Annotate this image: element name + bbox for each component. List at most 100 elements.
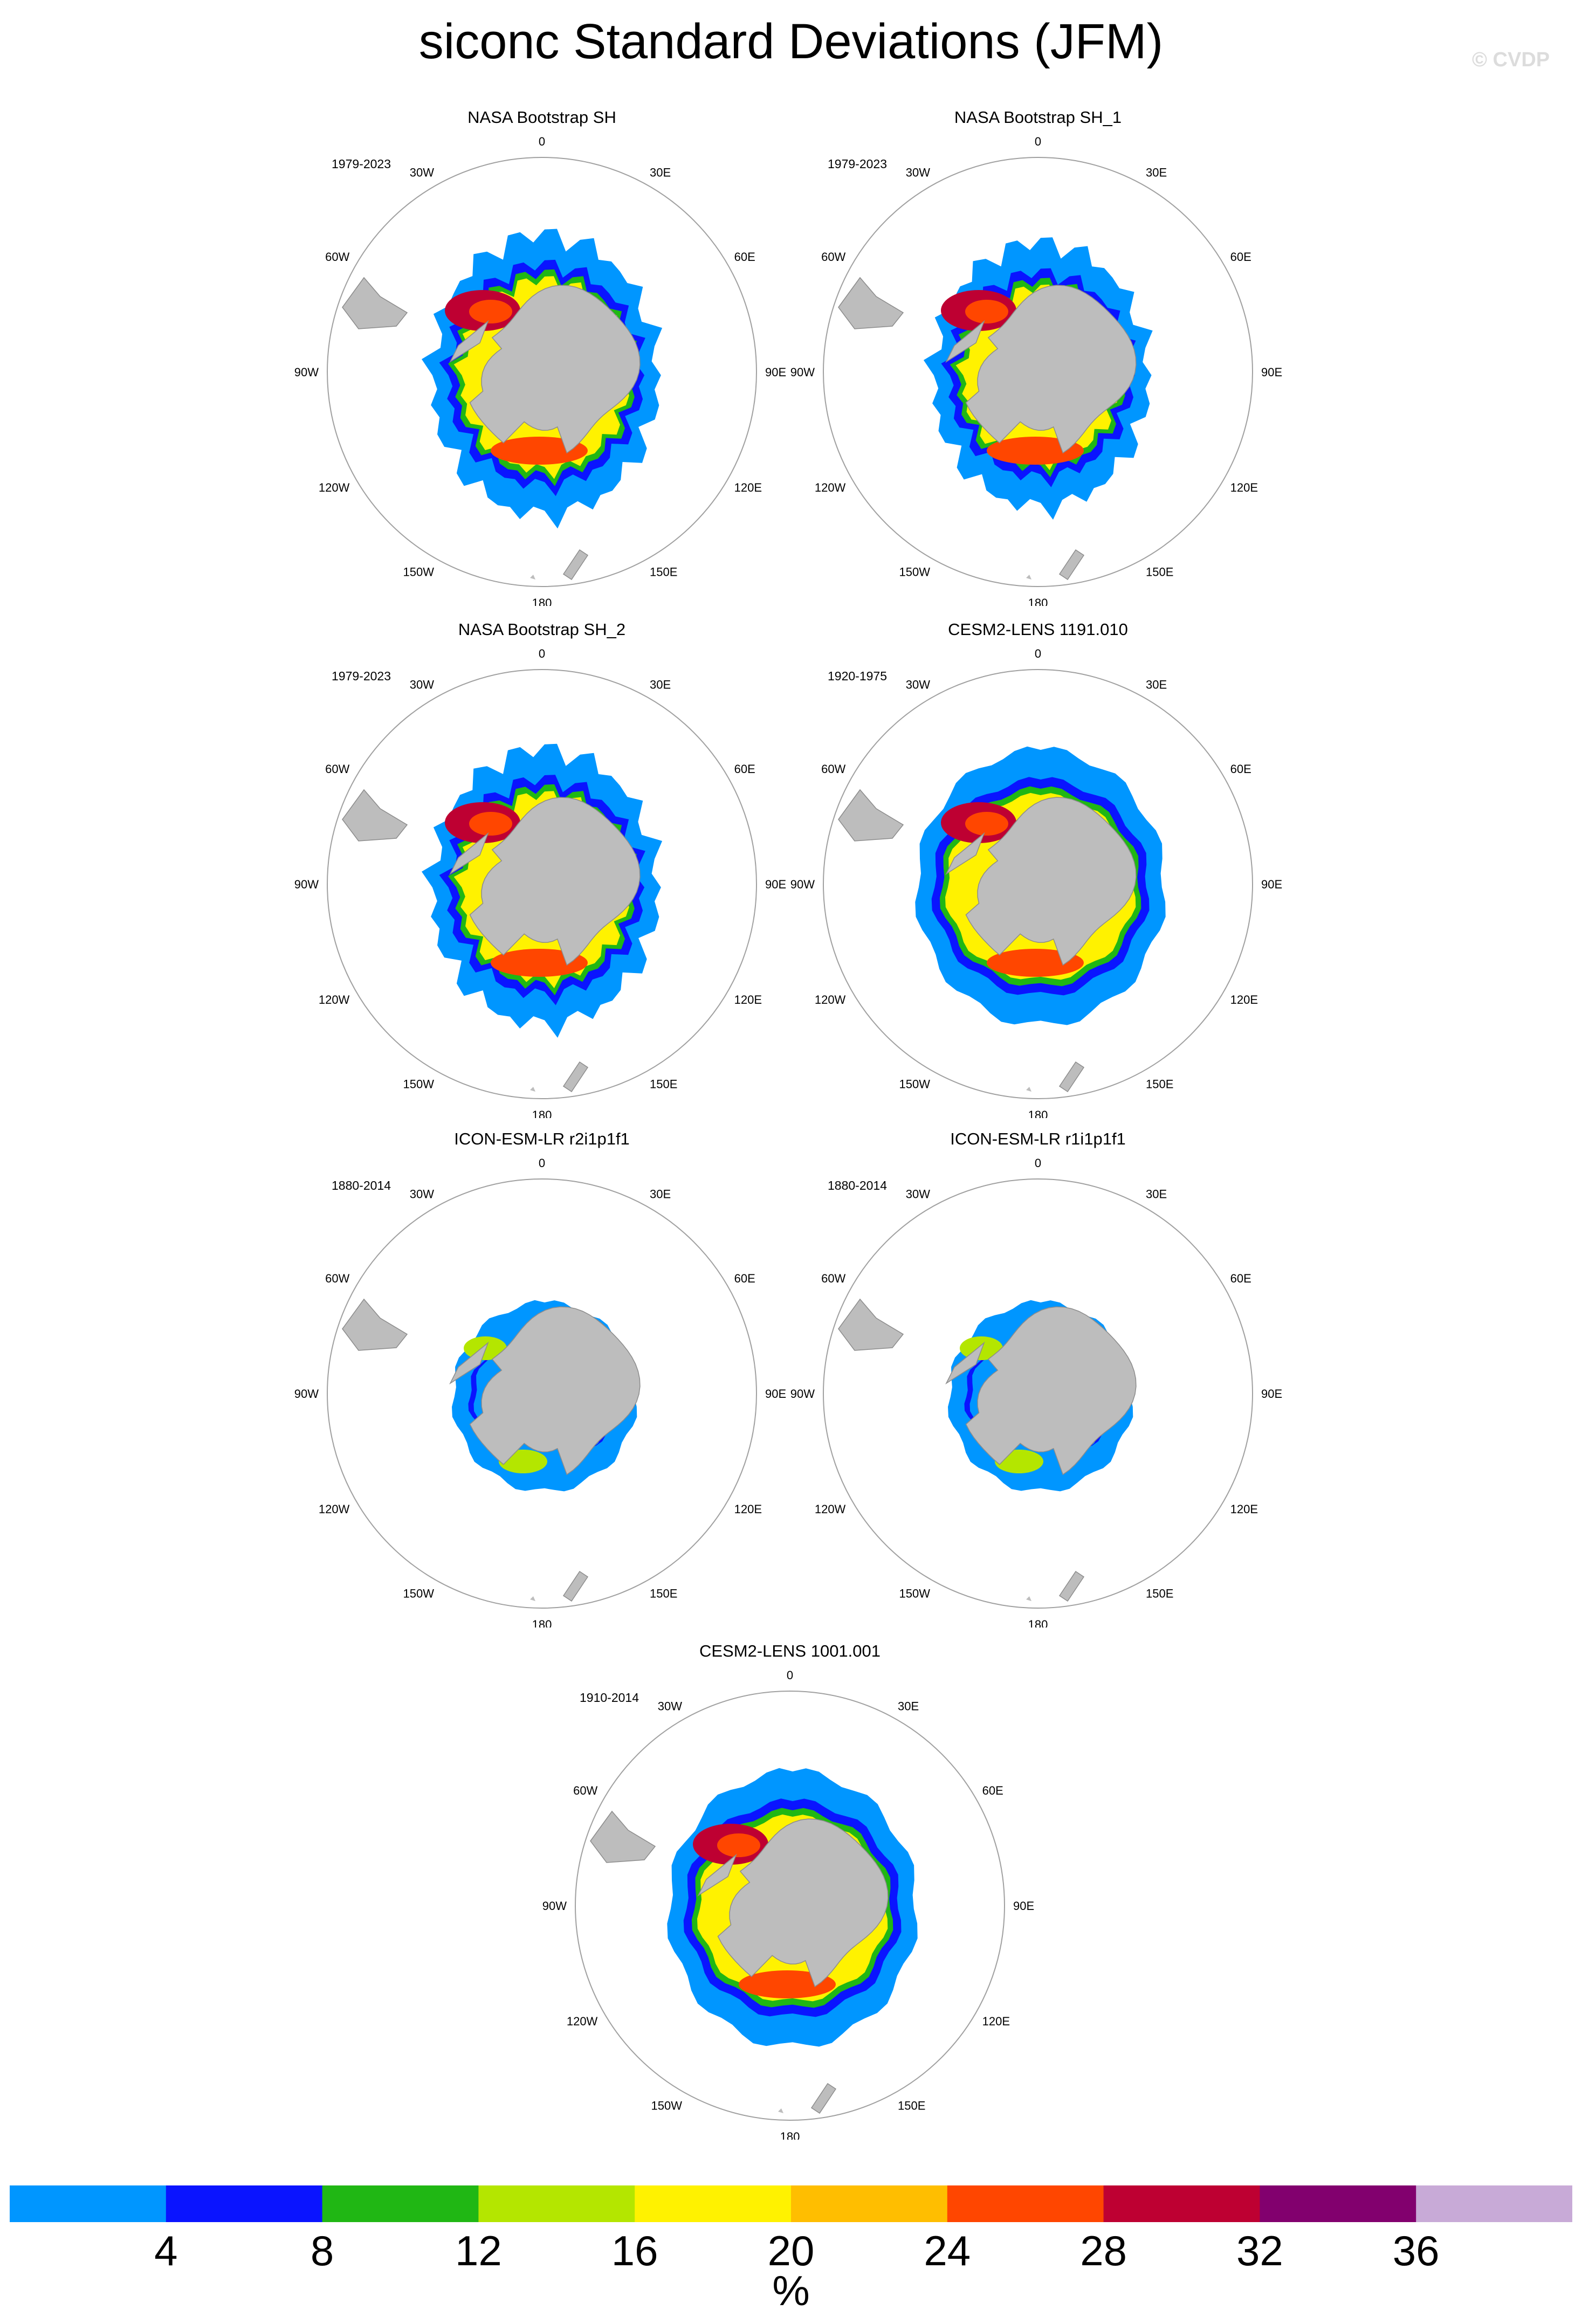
lon-label-l60e: 60E: [1230, 1272, 1251, 1285]
colorbar-tick-label: 4: [154, 2227, 178, 2274]
lon-label-l30e: 30E: [650, 1187, 671, 1201]
tasmania: [778, 2108, 783, 2113]
weddell-max-core: [965, 812, 1008, 836]
colorbar-segment: [635, 2185, 792, 2222]
new-zealand: [562, 1570, 589, 1602]
lon-label-l180: 180: [532, 1108, 552, 1118]
lon-label-l120w: 120W: [319, 1502, 350, 1516]
lon-label-l30w: 30W: [410, 165, 434, 179]
antarctic-peninsula: [449, 1341, 489, 1385]
antarctic-peninsula: [449, 832, 489, 875]
lon-label-l180: 180: [1028, 1108, 1048, 1118]
lon-label-l0: 0: [1035, 1156, 1041, 1170]
lon-label-l60e: 60E: [1230, 250, 1251, 264]
south-america-tip: [590, 1810, 656, 1863]
antarctica-landmass: [965, 1306, 1137, 1475]
lon-label-l150e: 150E: [898, 2099, 925, 2113]
antarctic-peninsula: [697, 1853, 737, 1897]
period-label: 1880-2014: [828, 1178, 887, 1192]
new-zealand: [1058, 549, 1085, 581]
polar-map: 1880-2014 0 30E 60E 90E 120E 150E 180 150W 120W 90…: [790, 1156, 1282, 1628]
lon-label-l90w: 90W: [294, 366, 319, 379]
lon-label-l30w: 30W: [658, 1699, 682, 1713]
period-label: 1979-2023: [828, 157, 887, 171]
south-america-tip: [838, 789, 904, 842]
panel-title: NASA Bootstrap SH: [467, 108, 616, 127]
colorbar-segment: [947, 2185, 1104, 2222]
polar-map: 1979-2023 0 30E 60E 90E 120E 150E 180 150W 120W 90…: [790, 135, 1282, 606]
lon-label-l150e: 150E: [1146, 1587, 1173, 1601]
lon-label-l180: 180: [532, 1618, 552, 1628]
period-label: 1979-2023: [332, 157, 391, 171]
map-panel: ICON-ESM-LR r2i1p1f1 1880-2014 0 30E 60E 90E 1…: [294, 1129, 790, 1631]
colorbar-segment: [166, 2185, 323, 2222]
lon-label-l30e: 30E: [898, 1699, 919, 1713]
lon-label-l150e: 150E: [650, 1587, 677, 1601]
lon-label-l90w: 90W: [294, 878, 319, 891]
lon-label-l150e: 150E: [1146, 1078, 1173, 1091]
lon-label-l180: 180: [1028, 1618, 1048, 1628]
antarctica-landmass: [469, 1306, 641, 1475]
new-zealand: [562, 1061, 589, 1093]
lon-label-l120w: 120W: [319, 481, 350, 494]
weddell-max-core: [469, 300, 512, 323]
lon-label-l90w: 90W: [542, 1899, 567, 1913]
lon-label-l30w: 30W: [906, 165, 930, 179]
weddell-max-core: [717, 1833, 760, 1857]
lon-label-l90e: 90E: [765, 366, 786, 379]
panel-title: ICON-ESM-LR r2i1p1f1: [454, 1129, 630, 1148]
lon-label-l30e: 30E: [1146, 678, 1167, 691]
map-panel: CESM2-LENS 1191.010 1920-1975 0 30E 60E 90E 12…: [790, 620, 1286, 1121]
antarctica-landmass: [469, 285, 641, 454]
panel-title: CESM2-LENS 1191.010: [948, 620, 1128, 639]
lon-label-l150w: 150W: [403, 1078, 435, 1091]
period-label: 1979-2023: [332, 669, 391, 683]
colorbar-tick-label: 32: [1236, 2227, 1283, 2274]
south-america-tip: [838, 277, 904, 329]
antarctica-landmass: [965, 797, 1137, 966]
colorbar-segment: [1260, 2185, 1416, 2222]
tasmania: [530, 1087, 535, 1092]
lon-label-l120w: 120W: [815, 1502, 846, 1516]
lon-label-l120w: 120W: [815, 993, 846, 1006]
lon-label-l60w: 60W: [325, 250, 349, 264]
lon-label-l0: 0: [787, 1668, 793, 1682]
period-label: 1920-1975: [828, 669, 887, 683]
panel-title: NASA Bootstrap SH_1: [954, 108, 1122, 127]
panel-title: CESM2-LENS 1001.001: [699, 1642, 881, 1660]
antarctic-peninsula: [945, 320, 985, 363]
lon-label-l30e: 30E: [1146, 1187, 1167, 1201]
map-panel: ICON-ESM-LR r1i1p1f1 1880-2014 0 30E 60E 90E 1…: [790, 1129, 1286, 1631]
lon-label-l0: 0: [539, 647, 545, 660]
lon-label-l0: 0: [1035, 135, 1041, 148]
lon-label-l150w: 150W: [899, 1078, 931, 1091]
lon-label-l150e: 150E: [650, 1078, 677, 1091]
lon-label-l90e: 90E: [1261, 878, 1282, 891]
lon-label-l30w: 30W: [906, 1187, 930, 1201]
colorbar-segment: [478, 2185, 635, 2222]
lon-label-l0: 0: [1035, 647, 1041, 660]
colorbar-tick-label: 24: [924, 2227, 971, 2274]
lon-label-l60w: 60W: [821, 762, 845, 776]
lon-label-l90w: 90W: [790, 1387, 815, 1401]
lon-label-l30w: 30W: [906, 678, 930, 691]
lon-label-l180: 180: [780, 2130, 800, 2140]
south-america-tip: [838, 1298, 904, 1351]
lon-label-l90w: 90W: [294, 1387, 319, 1401]
colorbar-tick-label: 16: [611, 2227, 658, 2274]
tasmania: [530, 1596, 535, 1601]
panel-title: NASA Bootstrap SH_2: [458, 620, 626, 639]
lon-label-l120e: 120E: [734, 993, 762, 1006]
antarctic-peninsula: [449, 320, 489, 363]
lon-label-l30e: 30E: [650, 678, 671, 691]
lon-label-l120w: 120W: [319, 993, 350, 1006]
map-panel: NASA Bootstrap SH_2 1979-2023 0 30E 60E 90E 12…: [294, 620, 790, 1121]
polar-map: 1920-1975 0 30E 60E 90E 120E 150E 180 150W 120W 90…: [790, 647, 1282, 1118]
lon-label-l0: 0: [539, 135, 545, 148]
lon-label-l120w: 120W: [815, 481, 846, 494]
lon-label-l120w: 120W: [567, 2015, 598, 2028]
lon-label-l60e: 60E: [734, 250, 755, 264]
lon-label-l60e: 60E: [982, 1784, 1003, 1797]
weddell-max-core: [469, 812, 512, 836]
colorbar-segment: [791, 2185, 948, 2222]
